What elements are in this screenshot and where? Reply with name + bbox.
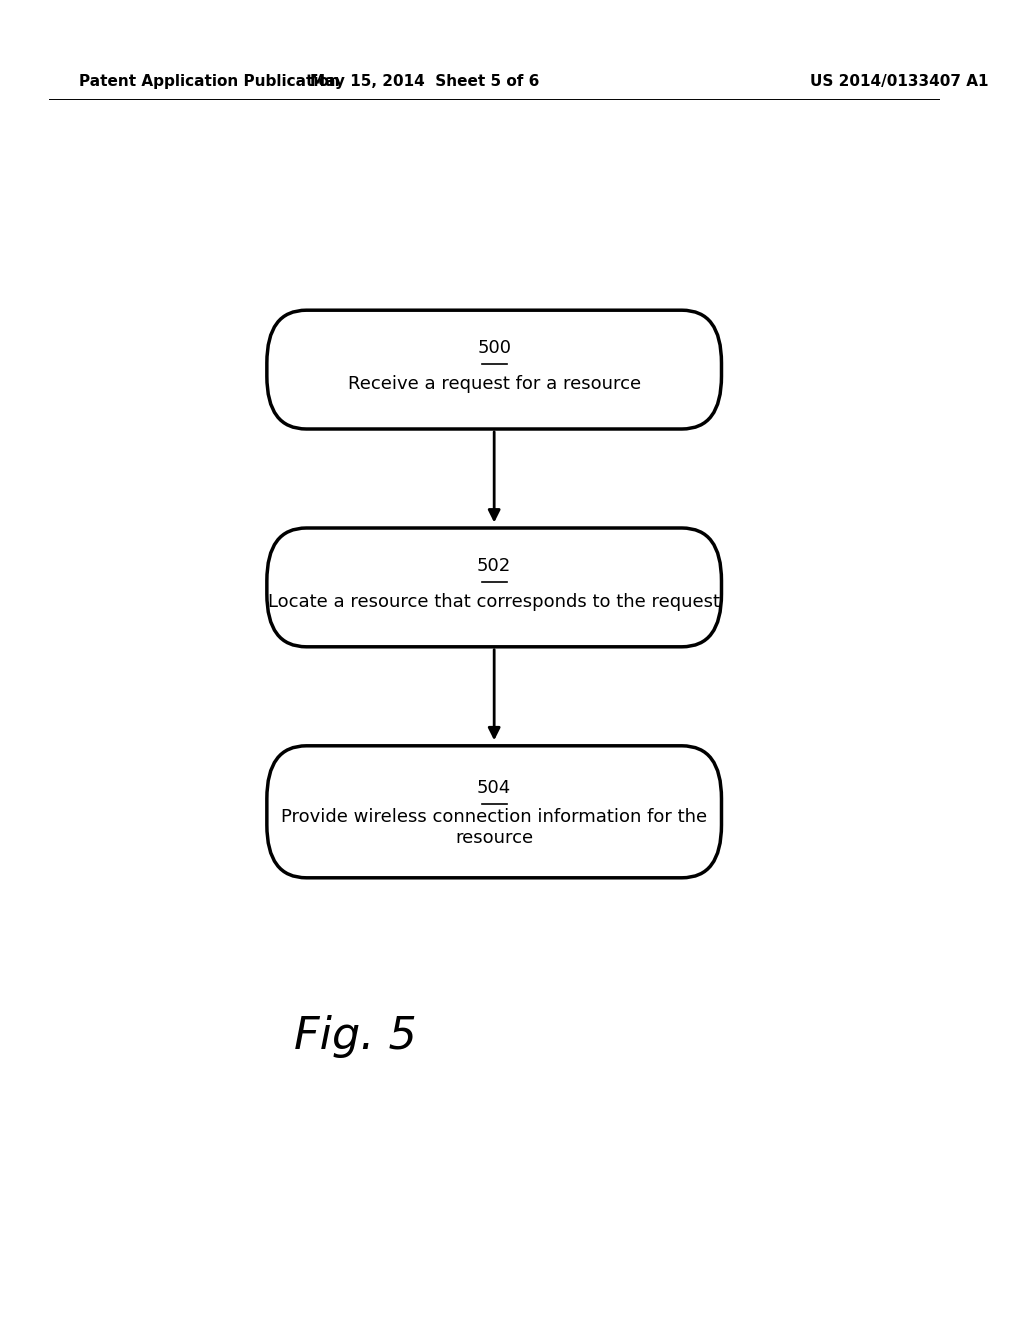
Text: Fig. 5: Fig. 5	[294, 1015, 417, 1057]
Text: Locate a resource that corresponds to the request: Locate a resource that corresponds to th…	[268, 593, 720, 611]
Text: US 2014/0133407 A1: US 2014/0133407 A1	[810, 74, 989, 90]
Text: 502: 502	[477, 557, 511, 576]
FancyBboxPatch shape	[267, 528, 722, 647]
Text: Provide wireless connection information for the
resource: Provide wireless connection information …	[282, 808, 708, 847]
Text: Receive a request for a resource: Receive a request for a resource	[347, 375, 641, 393]
Text: May 15, 2014  Sheet 5 of 6: May 15, 2014 Sheet 5 of 6	[310, 74, 540, 90]
FancyBboxPatch shape	[267, 310, 722, 429]
Text: Patent Application Publication: Patent Application Publication	[79, 74, 340, 90]
Text: 504: 504	[477, 779, 511, 797]
FancyBboxPatch shape	[267, 746, 722, 878]
Text: 500: 500	[477, 339, 511, 358]
